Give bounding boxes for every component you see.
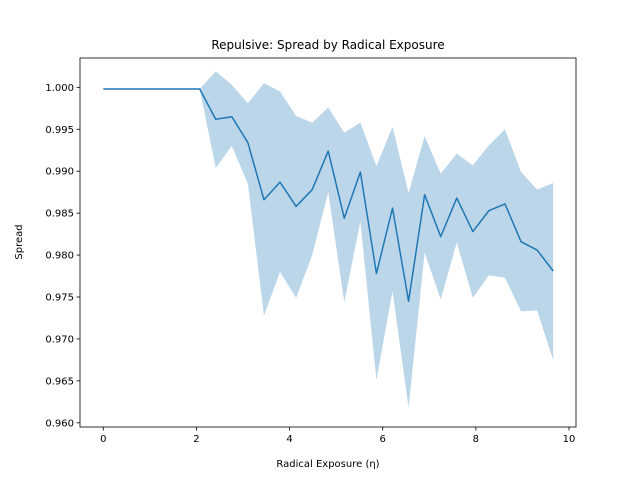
y-tick-label: 0.960 xyxy=(45,418,74,429)
x-tick-label: 0 xyxy=(100,434,106,445)
x-axis: 0 2 4 6 8 10 xyxy=(100,427,575,445)
x-axis-label: Radical Exposure (η) xyxy=(276,459,379,470)
y-tick-label: 0.970 xyxy=(45,334,74,345)
plot-area xyxy=(103,71,554,408)
chart-title: Repulsive: Spread by Radical Exposure xyxy=(211,38,444,52)
x-tick-label: 2 xyxy=(193,434,199,445)
y-tick-label: 0.975 xyxy=(45,293,74,304)
x-tick-label: 6 xyxy=(380,434,386,445)
y-tick-label: 0.980 xyxy=(45,251,74,262)
confidence-band xyxy=(103,71,554,408)
y-axis-label: Spread xyxy=(14,224,25,259)
x-tick-label: 8 xyxy=(473,434,479,445)
y-tick-label: 0.995 xyxy=(45,125,74,136)
y-tick-label: 1.000 xyxy=(45,83,74,94)
y-axis: 0.960 0.965 0.970 0.975 0.980 0.985 0.990 0.995… xyxy=(45,83,80,429)
y-tick-label: 0.985 xyxy=(45,209,74,220)
plot-frame xyxy=(79,57,577,428)
x-tick-label: 4 xyxy=(286,434,292,445)
x-tick-label: 10 xyxy=(563,434,576,445)
y-tick-label: 0.990 xyxy=(45,167,74,178)
series-line xyxy=(103,88,554,302)
y-tick-label: 0.965 xyxy=(45,376,74,387)
